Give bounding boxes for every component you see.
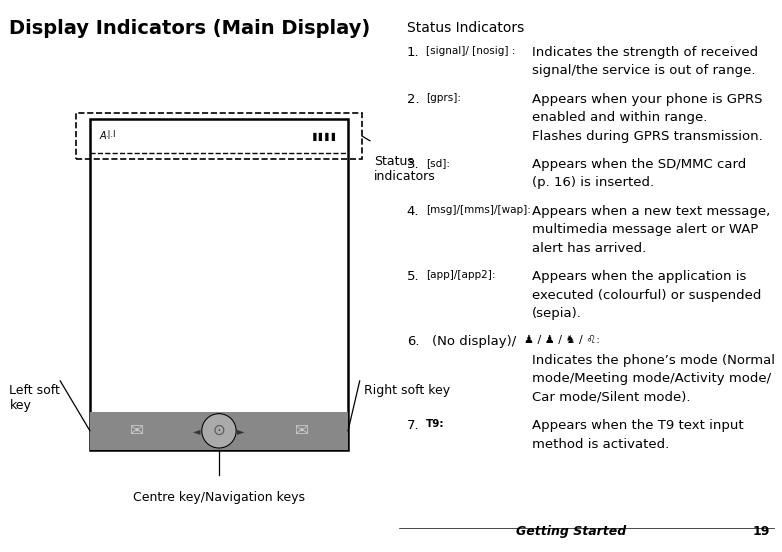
Text: Appears when the application is: Appears when the application is: [532, 270, 746, 283]
Text: T9:: T9:: [426, 419, 445, 429]
Text: 3.: 3.: [407, 158, 419, 171]
Text: [app]/[app2]:: [app]/[app2]:: [426, 270, 496, 280]
Text: [sd]:: [sd]:: [426, 158, 450, 168]
Bar: [90, 119, 348, 450]
Text: 7.: 7.: [407, 419, 419, 432]
Text: ►: ►: [237, 426, 245, 436]
Text: Centre key/Navigation keys: Centre key/Navigation keys: [133, 491, 305, 505]
Text: Status Indicators: Status Indicators: [407, 21, 524, 35]
Text: 1.: 1.: [407, 46, 419, 59]
Text: Status
indicators: Status indicators: [374, 155, 436, 183]
Text: 4.: 4.: [407, 205, 419, 218]
Text: 6.: 6.: [407, 336, 419, 348]
Circle shape: [202, 413, 236, 448]
Text: .|.l: .|.l: [106, 130, 116, 139]
Text: Indicates the phone’s mode (Normal: Indicates the phone’s mode (Normal: [532, 354, 775, 367]
Text: Flashes during GPRS transmission.: Flashes during GPRS transmission.: [532, 130, 762, 142]
Text: A: A: [99, 131, 106, 141]
Text: 5.: 5.: [407, 270, 419, 283]
Text: Car mode/Silent mode).: Car mode/Silent mode).: [532, 391, 691, 404]
Text: signal/the service is out of range.: signal/the service is out of range.: [532, 64, 755, 77]
Text: Appears when the T9 text input: Appears when the T9 text input: [532, 419, 744, 432]
Text: 2.: 2.: [407, 93, 419, 105]
Text: [msg]/[mms]/[wap]:: [msg]/[mms]/[wap]:: [426, 205, 531, 215]
Text: mode/Meeting mode/Activity mode/: mode/Meeting mode/Activity mode/: [532, 373, 771, 385]
Text: ♟ / ♟ / ♞ / ♌:: ♟ / ♟ / ♞ / ♌:: [524, 336, 600, 346]
Text: ✉: ✉: [295, 422, 308, 440]
Text: [signal]/ [nosig] :: [signal]/ [nosig] :: [426, 46, 515, 56]
Text: [gprs]:: [gprs]:: [426, 93, 461, 103]
Text: Indicates the strength of received: Indicates the strength of received: [532, 46, 758, 59]
Text: Appears when your phone is GPRS: Appears when your phone is GPRS: [532, 93, 762, 105]
Text: Appears when a new text message,: Appears when a new text message,: [532, 205, 770, 218]
Text: (sepia).: (sepia).: [532, 307, 582, 320]
Text: (p. 16) is inserted.: (p. 16) is inserted.: [532, 177, 654, 189]
Bar: [90, 412, 348, 450]
Text: method is activated.: method is activated.: [532, 438, 669, 450]
Text: ✉: ✉: [130, 422, 143, 440]
Text: executed (colourful) or suspended: executed (colourful) or suspended: [532, 289, 761, 301]
Text: alert has arrived.: alert has arrived.: [532, 242, 646, 255]
Text: Getting Started: Getting Started: [516, 525, 626, 538]
Text: Left soft
key: Left soft key: [9, 384, 60, 412]
Text: (No display)/: (No display)/: [432, 336, 516, 348]
Bar: [76, 113, 362, 159]
Text: Right soft key: Right soft key: [364, 384, 450, 397]
Text: multimedia message alert or WAP: multimedia message alert or WAP: [532, 224, 758, 236]
Text: ◄: ◄: [193, 426, 201, 436]
Text: Display Indicators (Main Display): Display Indicators (Main Display): [9, 19, 371, 38]
Text: ⊙: ⊙: [213, 423, 225, 438]
Text: Appears when the SD/MMC card: Appears when the SD/MMC card: [532, 158, 746, 171]
Text: enabled and within range.: enabled and within range.: [532, 111, 707, 124]
Text: 19: 19: [753, 525, 770, 538]
Text: ▐▐▐▐: ▐▐▐▐: [310, 131, 336, 141]
